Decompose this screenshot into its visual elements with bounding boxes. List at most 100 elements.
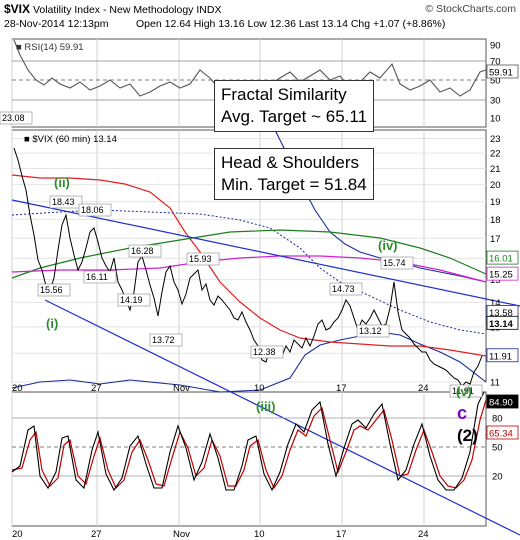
data-label: 13.12 bbox=[359, 326, 382, 336]
price-data-labels: 23.08 18.43 18.06 16.28 15.93 15.56 16.11 14.19… bbox=[0, 111, 483, 398]
data-label: 15.74 bbox=[383, 258, 406, 268]
price-tick-label: 23 bbox=[490, 134, 501, 145]
data-label-box bbox=[449, 384, 483, 398]
symbol: $VIX bbox=[4, 2, 31, 16]
fractal-annotation: Fractal Similarity Avg. Target ~ 65.11 bbox=[214, 80, 375, 132]
data-label: 16.11 bbox=[86, 272, 108, 282]
x-axis-middle: 20 27 Nov 10 17 24 bbox=[12, 383, 429, 394]
chart-title: $VIX Volatility Index - New Methodology … bbox=[4, 2, 221, 16]
wave-label-2: (2) bbox=[457, 426, 478, 445]
data-label: 13.72 bbox=[152, 335, 175, 345]
axis-badge-label: 84.90 bbox=[489, 398, 513, 409]
x-label-bottom: 17 bbox=[336, 529, 347, 540]
axis-badge-box bbox=[486, 64, 519, 79]
rsi-tick-label: 10 bbox=[490, 114, 501, 125]
price-tick-label: 11 bbox=[490, 378, 500, 389]
axis-badge-label: 65.34 bbox=[489, 429, 513, 440]
axis-badge-label: 15.25 bbox=[489, 270, 513, 281]
fractal-line1: Fractal Similarity bbox=[221, 85, 347, 104]
price-tick-label: 15 bbox=[490, 275, 501, 286]
price-tick-label: 19 bbox=[490, 197, 501, 208]
data-label-box bbox=[83, 270, 117, 284]
rsi-tick-label: 50 bbox=[490, 76, 501, 87]
data-label-box bbox=[186, 252, 220, 266]
axis-badge-box bbox=[486, 266, 519, 281]
axis-badge-box bbox=[486, 250, 519, 265]
x-label-bottom: 24 bbox=[418, 529, 429, 540]
data-label: 14.73 bbox=[332, 284, 355, 294]
data-label: 16.28 bbox=[131, 246, 154, 256]
hs-line1: Head & Shoulders bbox=[221, 153, 359, 172]
axis-badge-label: 16.01 bbox=[489, 254, 513, 265]
index-name: Volatility Index - New Methodology bbox=[32, 4, 194, 16]
hs-line2: Min. Target = 51.84 bbox=[221, 175, 367, 194]
axis-badge-label: 13.14 bbox=[489, 319, 513, 330]
head-shoulders-annotation: Head & Shoulders Min. Target = 51.84 bbox=[214, 148, 374, 200]
wave-label-iv: (iv) bbox=[378, 238, 398, 253]
stoch-slow-line bbox=[11, 399, 487, 490]
axis-badge-box bbox=[486, 315, 519, 330]
wave-label-c: c bbox=[457, 403, 467, 423]
data-label-box bbox=[356, 324, 390, 338]
wave-label-i: (i) bbox=[46, 316, 58, 331]
x-label-mid: 27 bbox=[91, 383, 102, 394]
x-label-mid: 20 bbox=[12, 383, 23, 394]
data-label: 12.38 bbox=[253, 347, 276, 357]
data-label-box bbox=[380, 256, 414, 270]
price-tick-label: 17 bbox=[490, 234, 501, 245]
price-tick-label: 22 bbox=[490, 149, 501, 160]
data-label-box bbox=[329, 282, 363, 296]
data-label-box bbox=[78, 203, 112, 217]
lower-panel bbox=[11, 391, 487, 527]
price-tick-label: 21 bbox=[490, 164, 501, 175]
x-label-mid: 24 bbox=[418, 383, 429, 394]
axis-badge-label: 11.91 bbox=[489, 351, 512, 362]
watermark: © StockCharts.com bbox=[425, 3, 516, 15]
data-label: 18.43 bbox=[52, 197, 75, 207]
x-label-bottom: 10 bbox=[254, 529, 265, 540]
data-label: 11.91 bbox=[452, 386, 474, 396]
data-label: 15.93 bbox=[189, 254, 212, 264]
axis-badge-box bbox=[486, 394, 519, 409]
x-label-mid: 10 bbox=[254, 383, 265, 394]
data-label-box bbox=[149, 333, 183, 347]
lower-tick-label: 20 bbox=[492, 472, 503, 483]
price-tick-label: 18 bbox=[490, 215, 501, 226]
axis-badge-box bbox=[486, 425, 519, 440]
lower-ticks: 80 50 20 bbox=[492, 414, 503, 483]
data-label-box bbox=[0, 111, 33, 125]
rsi-legend: ■ RSI(14) 59.91 bbox=[16, 42, 84, 53]
x-label-mid: Nov bbox=[173, 383, 190, 394]
data-label-box bbox=[250, 345, 284, 359]
rsi-ticks: 90 70 50 30 10 bbox=[490, 41, 501, 125]
data-label: 15.56 bbox=[40, 285, 63, 295]
rsi-tick-label: 70 bbox=[490, 57, 501, 68]
x-axis-bottom: 20 27 Nov 10 17 24 bbox=[12, 529, 429, 540]
rsi-tick-label: 30 bbox=[490, 96, 501, 107]
price-tick-label: 14 bbox=[490, 298, 501, 309]
wave-label-ii: (ii) bbox=[54, 175, 70, 190]
data-label: 14.19 bbox=[120, 295, 143, 305]
x-label-bottom: Nov bbox=[173, 529, 190, 540]
price-legend: ■ $VIX (60 min) 13.14 bbox=[24, 134, 117, 145]
datetime: 28-Nov-2014 12:13pm bbox=[4, 18, 109, 30]
ma-dotted bbox=[11, 209, 487, 335]
axis-badge-box bbox=[486, 348, 519, 363]
x-label-bottom: 27 bbox=[91, 529, 102, 540]
ma-red bbox=[11, 174, 487, 357]
vix-price-line bbox=[13, 147, 483, 387]
x-label-bottom: 20 bbox=[12, 529, 23, 540]
bollinger-lower bbox=[11, 331, 487, 393]
axis-badge-label: 13.58 bbox=[489, 308, 513, 319]
lower-trendline bbox=[44, 299, 520, 536]
lower-tick-label: 80 bbox=[492, 414, 503, 425]
lower-tick-label: 50 bbox=[492, 443, 503, 454]
stoch-fast-line bbox=[11, 391, 485, 492]
data-label-box bbox=[37, 283, 71, 297]
data-label-box bbox=[128, 244, 162, 258]
price-tick-label: 20 bbox=[490, 180, 501, 191]
fractal-line2: Avg. Target ~ 65.11 bbox=[221, 107, 368, 126]
data-label-box bbox=[49, 195, 83, 209]
data-label-box bbox=[117, 293, 151, 307]
